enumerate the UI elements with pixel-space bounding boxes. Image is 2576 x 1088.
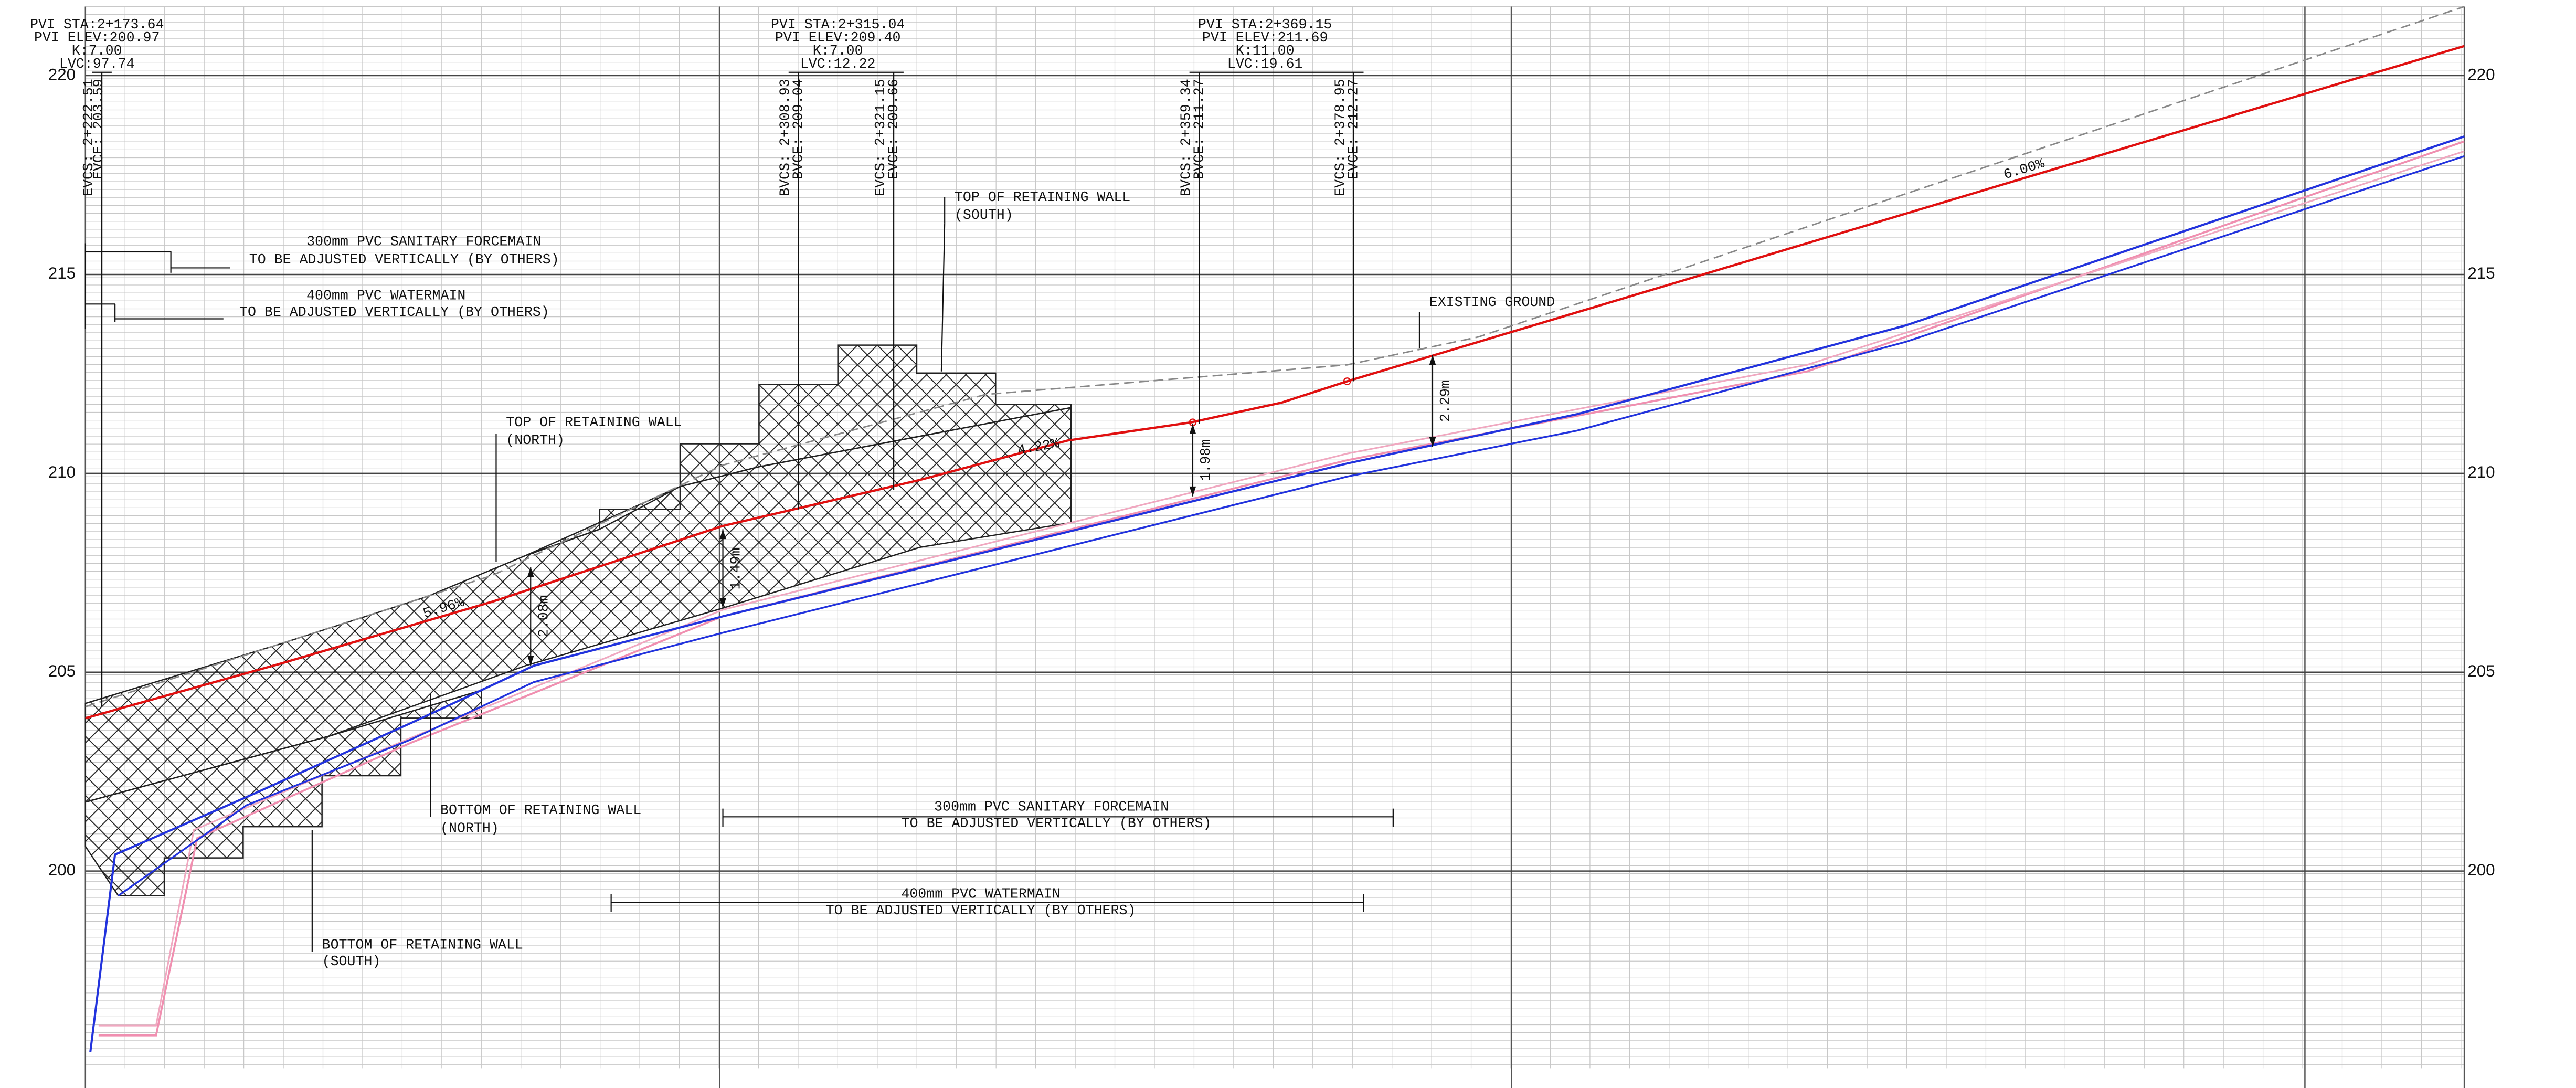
arrowhead	[1189, 424, 1196, 434]
pvi-label: PVI STA:2+173.64	[30, 17, 164, 33]
note-text: BOTTOM OF RETAINING WALL	[322, 937, 523, 953]
note-text: 300mm PVC SANITARY FORCEMAIN	[306, 234, 541, 249]
note-text: (NORTH)	[440, 820, 499, 836]
arrowhead	[527, 567, 534, 577]
elevation-label-right: 215	[2467, 264, 2495, 282]
arrowhead	[719, 598, 726, 608]
note-text: TOP OF RETAINING WALL	[506, 415, 682, 430]
curve-label: EVCE: 203.59	[91, 79, 107, 179]
elevation-label-left: 210	[48, 463, 76, 481]
curve-label: BVCE: 209.04	[791, 79, 807, 179]
note-text: 300mm PVC SANITARY FORCEMAIN	[934, 799, 1169, 815]
curve-label: EVCS: 2+321.15	[873, 79, 888, 196]
arrowhead	[1429, 437, 1436, 447]
elevation-label-left: 205	[48, 662, 76, 680]
south-retaining-wall-lower	[84, 689, 482, 896]
curve-label: BVCS: 2+359.34	[1178, 79, 1194, 196]
pvi-label: PVI STA:2+369.15	[1198, 17, 1332, 33]
note-text: TO BE ADJUSTED VERTICALLY (BY OTHERS)	[826, 903, 1136, 918]
note-text: (NORTH)	[506, 432, 565, 448]
elevation-label-right: 220	[2467, 65, 2495, 83]
note-text: 400mm PVC WATERMAIN	[901, 886, 1060, 902]
note-text: (SOUTH)	[955, 207, 1013, 223]
pvi-label: LVC:19.61	[1227, 56, 1303, 72]
curve-label: EVCS: 2+378.95	[1333, 79, 1349, 196]
dimension-label: 1.98m	[1198, 439, 1214, 481]
profile-lines	[85, 6, 2465, 1052]
note-text: TO BE ADJUSTED VERTICALLY (BY OTHERS)	[249, 252, 559, 268]
pink-line	[98, 140, 2465, 1037]
pvi-label: PVI ELEV:200.97	[34, 30, 160, 46]
dimension-label: 2.29m	[1438, 380, 1454, 422]
curve-label: BVCE: 211.27	[1191, 79, 1207, 179]
dimension-label: 2.08m	[536, 595, 552, 637]
note-text: TOP OF RETAINING WALL	[955, 189, 1130, 205]
pvi-label: PVI ELEV:209.40	[775, 30, 901, 46]
curve-label: EVCS: 2+222.51	[81, 79, 97, 196]
arrowhead	[1429, 355, 1436, 365]
pvi-label: K:7.00	[72, 43, 122, 59]
arrowhead	[1189, 486, 1196, 497]
pvi-label: PVI STA:2+315.04	[771, 17, 905, 33]
north-retaining-wall	[84, 407, 1072, 803]
elevation-label-left: 220	[48, 65, 76, 83]
note-text: TO BE ADJUSTED VERTICALLY (BY OTHERS)	[239, 304, 549, 320]
elevation-label-right: 210	[2467, 463, 2495, 481]
dimension-label: 1.49m	[728, 548, 744, 590]
curve-point	[1343, 377, 1351, 385]
elevation-label-left: 200	[48, 861, 76, 879]
proposed-grade	[85, 45, 2465, 720]
note-text: 400mm PVC WATERMAIN	[306, 288, 465, 304]
note-text: TO BE ADJUSTED VERTICALLY (BY OTHERS)	[902, 816, 1212, 831]
curve-label: EVCE: 212.27	[1346, 79, 1362, 179]
note-text: EXISTING GROUND	[1429, 294, 1555, 310]
pvi-label: LVC:97.74	[59, 56, 135, 72]
existing-ground	[85, 6, 2465, 707]
note-text: BOTTOM OF RETAINING WALL	[440, 802, 641, 818]
grid	[84, 6, 2465, 1088]
pvi-label: LVC:12.22	[800, 56, 876, 72]
leader-line	[940, 223, 946, 372]
blue-line	[118, 155, 2465, 897]
note-text: (SOUTH)	[322, 954, 381, 969]
curve-label: EVCE: 209.66	[886, 79, 902, 179]
pvi-label: K:7.00	[813, 43, 863, 59]
arrowhead	[719, 529, 726, 540]
pvi-label: K:11.00	[1236, 43, 1295, 59]
blue-line	[89, 135, 2465, 1052]
arrowhead	[527, 656, 534, 666]
curve-label: BVCS: 2+308.93	[778, 79, 793, 196]
elevation-label-left: 215	[48, 264, 76, 282]
elevation-label-right: 200	[2467, 861, 2495, 879]
pvi-label: PVI ELEV:211.69	[1202, 30, 1328, 46]
labels: 220 220 215 215 210 210 205 205 200 200 PVI STA:2+…	[30, 17, 2495, 969]
elevation-label-right: 205	[2467, 662, 2495, 680]
